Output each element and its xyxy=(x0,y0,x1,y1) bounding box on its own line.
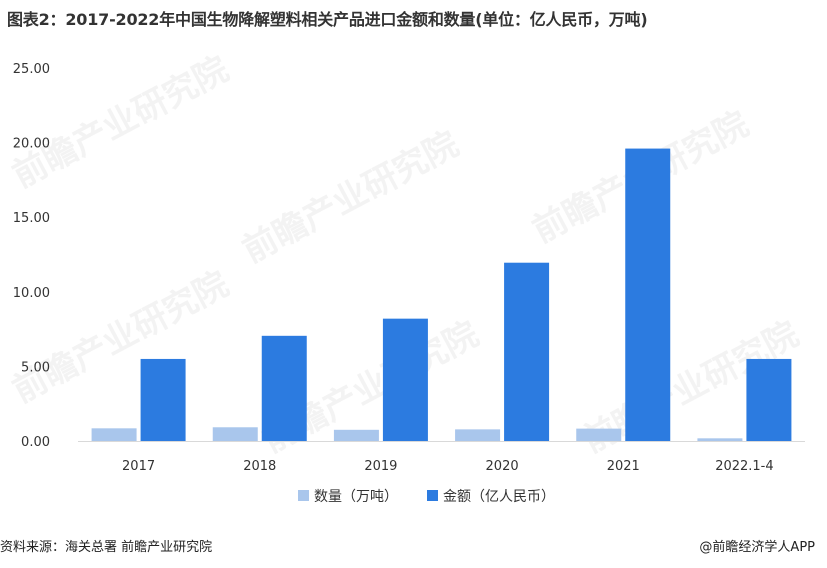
bar-quantity xyxy=(576,428,622,441)
y-tick-label: 5.00 xyxy=(21,360,50,375)
bar-quantity xyxy=(697,438,743,441)
bar-quantity xyxy=(212,427,258,441)
bar-chart: 0.00 5.00 10.00 15.00 20.00 25.00 2017 2018 2019… xyxy=(13,62,805,505)
y-tick-label: 10.00 xyxy=(13,286,50,301)
x-tick-label: 2022.1-4 xyxy=(715,459,773,474)
legend-label-amount: 金额（亿人民币） xyxy=(443,489,555,505)
y-tick-label: 25.00 xyxy=(13,62,50,77)
bar-quantity xyxy=(455,429,501,441)
legend-swatch-amount xyxy=(427,490,438,501)
x-tick-label: 2018 xyxy=(243,459,276,474)
y-tick-label: 20.00 xyxy=(13,137,50,152)
x-tick-label: 2017 xyxy=(122,459,155,474)
bar-amount xyxy=(140,358,186,441)
bar-amount xyxy=(625,148,671,441)
bar-quantity xyxy=(91,428,137,441)
bar-amount xyxy=(504,262,550,441)
y-tick-label: 0.00 xyxy=(21,435,50,450)
legend-swatch-quantity xyxy=(298,490,309,501)
brand-credit: @前瞻经济学人APP xyxy=(699,540,815,555)
bar-amount xyxy=(382,318,428,441)
bar-amount xyxy=(261,335,307,441)
chart-title: 图表2：2017-2022年中国生物降解塑料相关产品进口金额和数量(单位：亿人民… xyxy=(7,10,648,29)
legend-label-quantity: 数量（万吨） xyxy=(314,489,398,505)
x-tick-label: 2019 xyxy=(364,459,397,474)
bar-amount xyxy=(746,358,792,441)
x-tick-label: 2021 xyxy=(607,459,640,474)
x-tick-label: 2020 xyxy=(486,459,519,474)
bar-quantity xyxy=(333,429,379,441)
source-note: 资料来源：海关总署 前瞻产业研究院 xyxy=(0,540,213,555)
y-tick-label: 15.00 xyxy=(13,211,50,226)
